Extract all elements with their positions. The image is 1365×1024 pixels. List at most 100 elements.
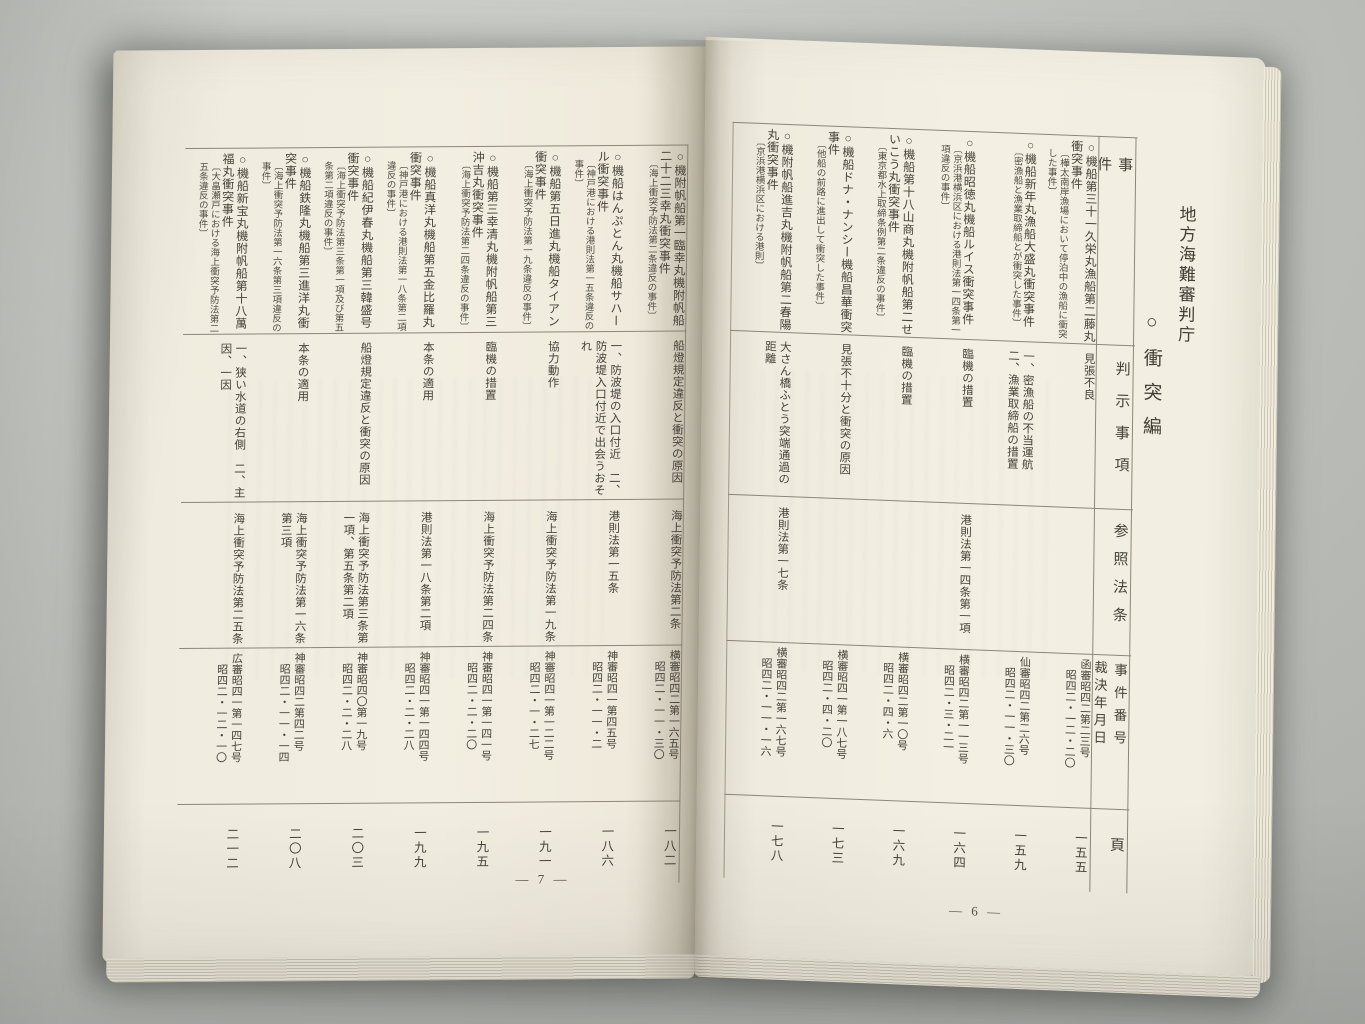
case-title: ○機船紀伊春丸機船第三韓盛号衝突事件 xyxy=(345,151,375,329)
statute-text: 海上衝突予防法第一九条 xyxy=(543,510,557,643)
case-cell: ○機船真洋丸機船第五金比羅丸衝突事件 〔神戸港における港則法第一八条第二項違反の… xyxy=(373,146,438,332)
case-title: ○機附帆船第一臨幸丸機附帆船二十二三幸丸衝突事件 xyxy=(657,149,688,327)
decision-cell: 神審昭四〇第一九号 昭四二・二・二八 xyxy=(304,647,368,803)
case-cell: ○機船鉄隆丸機船第三進洋丸衝突事件 〔海上衝突予防法第一六条第三項違反の事件〕 xyxy=(248,147,313,333)
case-entry: ○機附帆船進吉丸機附帆船第二春陽丸衝突事件 〔京浜港横浜区における港則〕 大さん… xyxy=(724,122,795,880)
case-entry: ○機船新年丸漁船大盛丸衝突事件 〔密漁船と漁業取締船とが衝突した事件〕 一、密漁… xyxy=(968,131,1038,889)
case-entry: ○機船紀伊春丸機船第三韓盛号衝突事件 〔海上衝突予防法第三条第一項及び第五条第二… xyxy=(303,147,375,885)
holding-text: 見張不良 xyxy=(1082,352,1095,401)
page-ref: 一九九 xyxy=(411,826,427,870)
column-header-decision-date: 裁決年月日 xyxy=(1091,659,1108,748)
page-ref: 一八二 xyxy=(661,824,677,869)
column-header-case-number: 事件番号 xyxy=(1111,662,1128,754)
book-title-section: ○衝突編 xyxy=(1139,311,1163,451)
case-note: 〔海上衝突予防法第一六条第三項違反の事件〕 xyxy=(259,161,282,333)
statute-text: 海上衝突予防法第三条第一項、第五条第二項 xyxy=(341,511,370,644)
decision-cell: 神審昭四一第一四四号 昭四二・二・二八 xyxy=(367,646,431,802)
statute-text: 海上衝突予防法第二四条 xyxy=(480,510,495,643)
decision-cell: 神審昭四一第四五号 昭四二・一一・二 xyxy=(554,645,618,801)
statute-text: 海上衝突予防法第二条 xyxy=(668,509,682,630)
case-note: 〔海上衝突予防法第二条違反の事件〕 xyxy=(645,158,657,321)
case-note: 〔東京都水上取締条例第二条違反の事件〕 xyxy=(873,141,886,323)
book: ○機附帆船第一臨幸丸機附帆船二十二三幸丸衝突事件 〔海上衝突予防法第二条違反の事… xyxy=(90,23,1284,1006)
case-title: ○機船鉄隆丸機船第三進洋丸衝突事件 xyxy=(283,152,313,330)
case-title: ○機附帆船進吉丸機附帆船第二春陽丸衝突事件 xyxy=(765,128,795,332)
column-header-page: 頁 xyxy=(1107,836,1124,853)
book-title-agency: 地方海難審判庁 xyxy=(1175,204,1196,346)
case-note: 〔京浜港横浜区における港則〕 xyxy=(752,136,765,271)
case-entry: ○機船新宝丸機附帆船第十八萬福丸衝突事件 〔大畠瀬戸における海上衝突予防法第二五… xyxy=(178,148,250,886)
table-header-column: 事件 判示事項 参照法条 事件番号 裁決年月日 頁 xyxy=(1089,135,1137,894)
decision-date: 昭四二・一一・三〇 xyxy=(1002,666,1016,766)
page-ref: 一七三 xyxy=(829,821,844,866)
statute-text: 港則法第一八条第二項 xyxy=(418,511,432,632)
statute-text: 港則法第一五条 xyxy=(606,509,620,595)
right-page: 地方海難審判庁 ○衝突編 事件 判示事項 参照法条 事件番号 裁決年月日 頁 xyxy=(694,36,1266,981)
case-entry: ○機船第十八山商丸機附帆船第二せいこう丸衝突事件 〔東京都水上取締条例第二条違反… xyxy=(846,127,917,885)
column-header-decision: 事件番号 裁決年月日 xyxy=(1091,654,1129,809)
decision-date: 昭四二・一二・一〇 xyxy=(214,663,228,763)
page-ref: 一六九 xyxy=(890,824,905,869)
holding-text: 船燈規定違反と衝突の原因 xyxy=(670,339,685,484)
page-folio: — 7 — xyxy=(515,871,570,887)
case-title: ○機船はんぷとん丸機船サハール衝突事件 xyxy=(595,149,625,328)
holding-text: 船燈規定違反と衝突の原因 xyxy=(357,341,372,486)
page-ref: 一五五 xyxy=(1072,831,1088,876)
case-cell: ○機附帆船進吉丸機附帆船第二春陽丸衝突事件 〔京浜港横浜区における港則〕 xyxy=(731,122,795,332)
holding-text: 見張不十分と衝突の原因 xyxy=(838,343,852,476)
case-entry: ○機附帆船第一臨幸丸機附帆船二十二三幸丸衝突事件 〔海上衝突予防法第二条違反の事… xyxy=(616,145,688,883)
case-title: ○機船新宝丸機附帆船第十八萬福丸衝突事件 xyxy=(220,152,250,330)
holding-text: 一、密漁船の不当運航 二、漁業取締船の措置 xyxy=(1005,349,1035,483)
case-note: 〔京浜港横浜区における港則法第一四条第一項違反の事件〕 xyxy=(938,143,962,335)
page-ref: 二一二 xyxy=(224,827,239,872)
case-entry: ○機船第五日進丸機船タイアン衝突事件 〔海上衝突予防法第一九条違反の事件〕 協力… xyxy=(491,145,563,883)
column-header-case: 事件 xyxy=(1097,155,1133,279)
holding-text: 臨機の措置 xyxy=(960,347,974,409)
column-header-statutes: 参照法条 xyxy=(1110,522,1128,636)
case-title: ○機船第三幸清丸機附帆船第三沖吉丸衝突事件 xyxy=(470,150,500,328)
case-cell: ○機船第三幸清丸機附帆船第三沖吉丸衝突事件 〔海上衝突予防法第二四条違反の事件〕 xyxy=(435,146,500,332)
statute-text: 港則法第一七条 xyxy=(775,506,789,592)
case-entry: ○機船第三十一久栄丸漁船第二藤丸衝突事件 〔樺太南岸漁場において停泊中の漁船に衝… xyxy=(1029,134,1099,892)
holding-text: 本条の適用 xyxy=(421,341,434,402)
case-entry: ○機船鉄隆丸機船第三進洋丸衝突事件 〔海上衝突予防法第一六条第三項違反の事件〕 … xyxy=(241,147,313,885)
holding-text: 臨機の措置 xyxy=(483,340,497,401)
statute-text xyxy=(971,503,1034,651)
statute-text xyxy=(788,496,851,644)
case-cell: ○機船はんぷとん丸機船サハール衝突事件 〔神戸港における港則法第一五条違反の事件… xyxy=(560,145,625,331)
page-ref: 一六四 xyxy=(950,826,966,871)
case-cell: ○機船第五日進丸機船タイアン衝突事件 〔海上衝突予防法第一九条違反の事件〕 xyxy=(498,145,563,331)
decision-date: 昭四二・一一・二 xyxy=(589,661,603,750)
page-folio: — 6 — xyxy=(948,902,1004,920)
decision-cell: 神審昭四一第一二二号 昭四二・一・二七 xyxy=(492,645,556,801)
case-entry: ○機船はんぷとん丸機船サハール衝突事件 〔神戸港における港則法第一五条違反の事件… xyxy=(553,145,625,883)
case-title: ○機船真洋丸機船第五金比羅丸衝突事件 xyxy=(408,151,438,329)
decision-cell: 仙審昭四二第二六号 昭四二・一一・三〇 xyxy=(969,649,1032,805)
statute-text: 海上衝突予防法第一六条第三項 xyxy=(279,512,307,645)
decision-date: 昭四二・二・二八 xyxy=(402,662,416,751)
case-title: ○機船第十八山商丸機附帆船第二せいこう丸衝突事件 xyxy=(886,132,917,336)
case-cell: ○機附帆船第一臨幸丸機附帆船二十二三幸丸衝突事件 〔海上衝突予防法第二条違反の事… xyxy=(623,145,688,331)
case-number: 横審昭四二第一六五号 xyxy=(666,649,681,760)
holding-text: 協力動作 xyxy=(546,340,560,389)
decision-date: 昭四二・一一・一六 xyxy=(758,657,773,757)
case-note: 〔海上衝突予防法第一九条違反の事件〕 xyxy=(519,159,532,331)
holding-text: 一、狭い水道の右側 二、主因、一因 xyxy=(218,342,247,499)
case-note: 〔密漁船と漁業取締船とが衝突した事件〕 xyxy=(1009,146,1022,328)
page-ref: 一九五 xyxy=(474,825,489,870)
decision-date: 昭四二・四・六 xyxy=(880,661,894,740)
decision-cell: 横審昭四一第一八七号 昭四二・四・二〇 xyxy=(786,642,849,798)
page-ref: 一五九 xyxy=(1011,828,1027,873)
case-note: 〔神戸港における港則法第一五条違反の事件〕 xyxy=(571,159,595,331)
decision-cell: 横審昭四二第一〇号 昭四二・四・六 xyxy=(847,645,910,801)
case-note: 〔海上衝突予防法第二四条違反の事件〕 xyxy=(457,160,470,332)
column-header-holding: 判示事項 xyxy=(1112,360,1130,490)
right-page-table: 事件 判示事項 参照法条 事件番号 裁決年月日 頁 ○機船第三十一久栄丸漁船第二… xyxy=(723,121,1138,894)
case-entry: ○機船昭徳丸機船ルイス衝突事件 〔京浜港横浜区における港則法第一四条第一項違反の… xyxy=(907,129,977,887)
decision-date: 昭四二・一二・二〇 xyxy=(1062,668,1077,769)
page-ref: 一七八 xyxy=(768,819,784,864)
case-cell: ○機船紀伊春丸機船第三韓盛号衝突事件 〔海上衝突予防法第三条第一項及び第五条第二… xyxy=(310,147,375,333)
decision-cell: 横審昭四二第一六五号 昭四二・一一・三〇 xyxy=(617,645,681,801)
case-cell: ○機船新年丸漁船大盛丸衝突事件 〔密漁船と漁業取締船とが衝突した事件〕 xyxy=(974,131,1038,341)
